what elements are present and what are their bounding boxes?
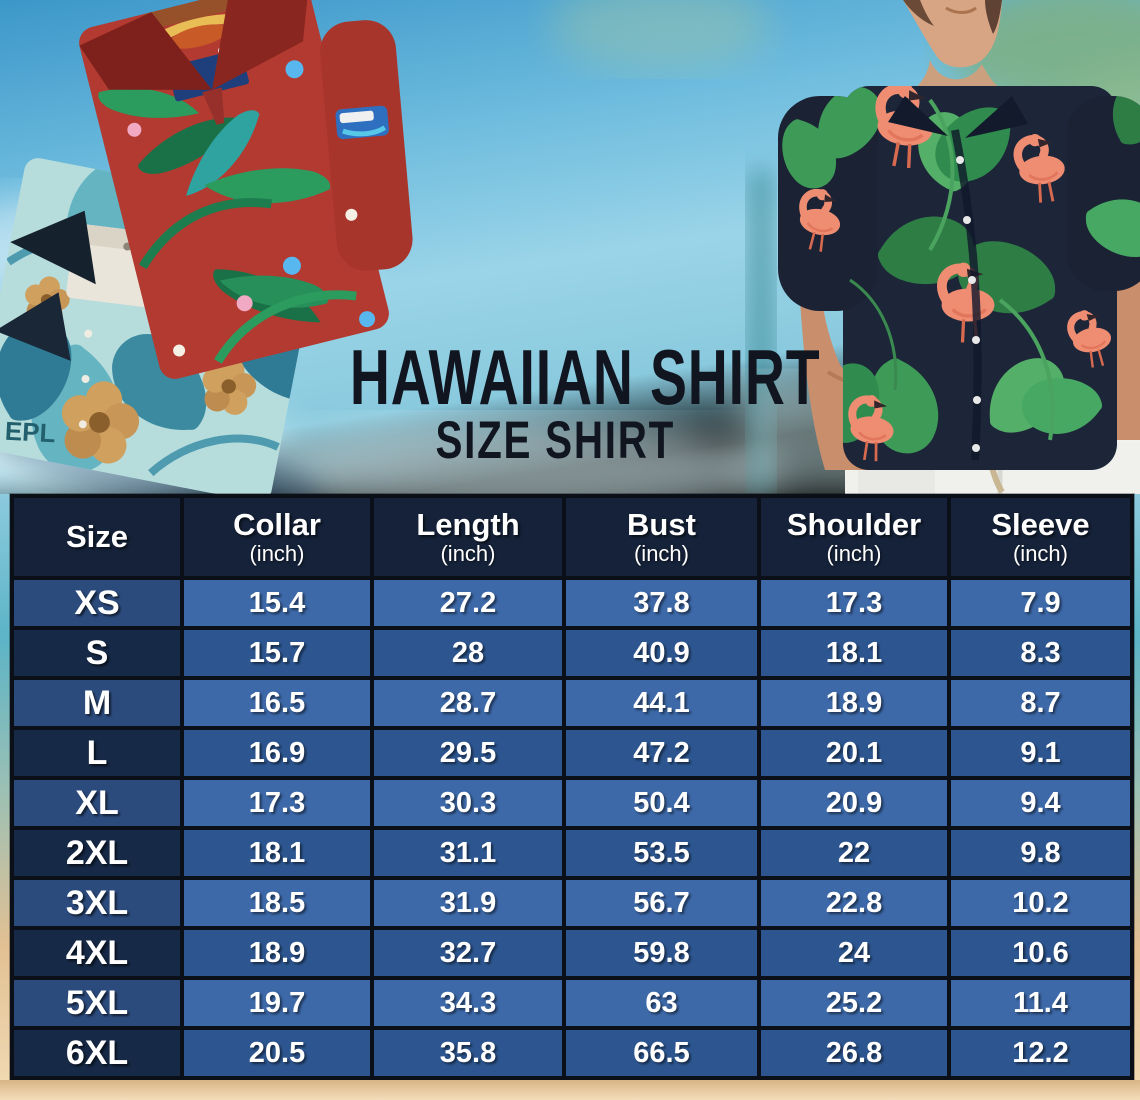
- size-label: M: [10, 676, 184, 730]
- header-cell-shoulder: Shoulder (inch): [757, 494, 951, 580]
- palm-blur: [550, 0, 770, 70]
- table-row-4xl: 4XL 18.9 32.7 59.8 24 10.6: [10, 926, 1134, 980]
- table-cell: 31.1: [370, 826, 566, 880]
- sand-strip: [0, 1080, 1140, 1100]
- table-row-m: M 16.5 28.7 44.1 18.9 8.7: [10, 676, 1134, 730]
- table-cell: 32.7: [370, 926, 566, 980]
- table-cell: 7.9: [947, 576, 1134, 630]
- table-cell: 22: [757, 826, 951, 880]
- header-cell-length: Length (inch): [370, 494, 566, 580]
- table-cell: 20.1: [757, 726, 951, 780]
- table-cell: 34.3: [370, 976, 566, 1030]
- table-cell: 37.8: [562, 576, 761, 630]
- table-cell: 18.9: [757, 676, 951, 730]
- table-cell: 17.3: [180, 776, 374, 830]
- table-cell: 50.4: [562, 776, 761, 830]
- table-cell: 19.7: [180, 976, 374, 1030]
- size-label: S: [10, 626, 184, 680]
- table-cell: 25.2: [757, 976, 951, 1030]
- column-unit: (inch): [1012, 540, 1068, 566]
- column-unit: (inch): [249, 540, 305, 566]
- table-row-s: S 15.7 28 40.9 18.1 8.3: [10, 626, 1134, 680]
- table-cell: 11.4: [947, 976, 1134, 1030]
- table-cell: 20.5: [180, 1026, 374, 1080]
- table-cell: 44.1: [562, 676, 761, 730]
- table-row-6xl: 6XL 20.5 35.8 66.5 26.8 12.2: [10, 1026, 1134, 1080]
- size-label: 5XL: [10, 976, 184, 1030]
- table-cell: 66.5: [562, 1026, 761, 1080]
- table-cell: 56.7: [562, 876, 761, 930]
- size-chart: Size Collar (inch) Length (inch) Bust (inch) Sh…: [10, 494, 1134, 1080]
- table-row-3xl: 3XL 18.5 31.9 56.7 22.8 10.2: [10, 876, 1134, 930]
- table-cell: 9.1: [947, 726, 1134, 780]
- size-label: L: [10, 726, 184, 780]
- table-cell: 16.5: [180, 676, 374, 730]
- red-shirt-photo: M: [79, 0, 413, 379]
- table-row-xl: XL 17.3 30.3 50.4 20.9 9.4: [10, 776, 1134, 830]
- header-cell-bust: Bust (inch): [562, 494, 761, 580]
- table-cell: 18.1: [180, 826, 374, 880]
- column-label: Bust: [627, 506, 696, 542]
- column-label: Size: [65, 518, 129, 554]
- teal-shirt-print-text: EPL: [4, 416, 56, 449]
- table-cell: 22.8: [757, 876, 951, 930]
- table-cell: 20.9: [757, 776, 951, 830]
- table-cell: 28.7: [370, 676, 566, 730]
- table-row-2xl: 2XL 18.1 31.1 53.5 22 9.8: [10, 826, 1134, 880]
- column-label: Collar: [233, 506, 321, 542]
- table-cell: 24: [757, 926, 951, 980]
- table-cell: 18.1: [757, 626, 951, 680]
- header-cell-sleeve: Sleeve (inch): [947, 494, 1134, 580]
- size-label: 2XL: [10, 826, 184, 880]
- column-unit: (inch): [633, 540, 689, 566]
- table-cell: 53.5: [562, 826, 761, 880]
- size-chart-table: Size Collar (inch) Length (inch) Bust (inch) Sh…: [10, 494, 1134, 1080]
- table-cell: 15.4: [180, 576, 374, 630]
- column-unit: (inch): [440, 540, 496, 566]
- table-cell: 15.7: [180, 626, 374, 680]
- table-cell: 9.8: [947, 826, 1134, 880]
- column-label: Shoulder: [786, 506, 922, 542]
- table-row-5xl: 5XL 19.7 34.3 63 25.2 11.4: [10, 976, 1134, 1030]
- table-header: Size Collar (inch) Length (inch) Bust (inch) Sh…: [10, 494, 1134, 580]
- size-label: XL: [10, 776, 184, 830]
- model-photo: [778, 0, 1140, 494]
- table-cell: 8.3: [947, 626, 1134, 680]
- cloud: [260, 420, 780, 494]
- table-cell: 59.8: [562, 926, 761, 980]
- table-cell: 18.5: [180, 876, 374, 930]
- column-unit: (inch): [826, 540, 882, 566]
- column-label: Sleeve: [991, 506, 1090, 542]
- table-cell: 18.9: [180, 926, 374, 980]
- size-label: XS: [10, 576, 184, 630]
- size-label: 4XL: [10, 926, 184, 980]
- table-cell: 29.5: [370, 726, 566, 780]
- table-cell: 12.2: [947, 1026, 1134, 1080]
- table-cell: 63: [562, 976, 761, 1030]
- table-cell: 26.8: [757, 1026, 951, 1080]
- table-cell: 8.7: [947, 676, 1134, 730]
- table-cell: 35.8: [370, 1026, 566, 1080]
- table-cell: 40.9: [562, 626, 761, 680]
- table-row-xs: XS 15.4 27.2 37.8 17.3 7.9: [10, 576, 1134, 630]
- table-cell: 31.9: [370, 876, 566, 930]
- table-cell: 28: [370, 626, 566, 680]
- size-label: 3XL: [10, 876, 184, 930]
- table-cell: 16.9: [180, 726, 374, 780]
- hero-collage: EPL M: [0, 0, 1140, 494]
- table-row-l: L 16.9 29.5 47.2 20.1 9.1: [10, 726, 1134, 780]
- column-label: Length: [416, 506, 520, 542]
- header-cell-size: Size: [10, 494, 184, 580]
- table-cell: 47.2: [562, 726, 761, 780]
- table-cell: 10.6: [947, 926, 1134, 980]
- table-cell: 17.3: [757, 576, 951, 630]
- table-cell: 27.2: [370, 576, 566, 630]
- size-label: 6XL: [10, 1026, 184, 1080]
- table-cell: 30.3: [370, 776, 566, 830]
- header-cell-collar: Collar (inch): [180, 494, 374, 580]
- table-cell: 9.4: [947, 776, 1134, 830]
- table-cell: 10.2: [947, 876, 1134, 930]
